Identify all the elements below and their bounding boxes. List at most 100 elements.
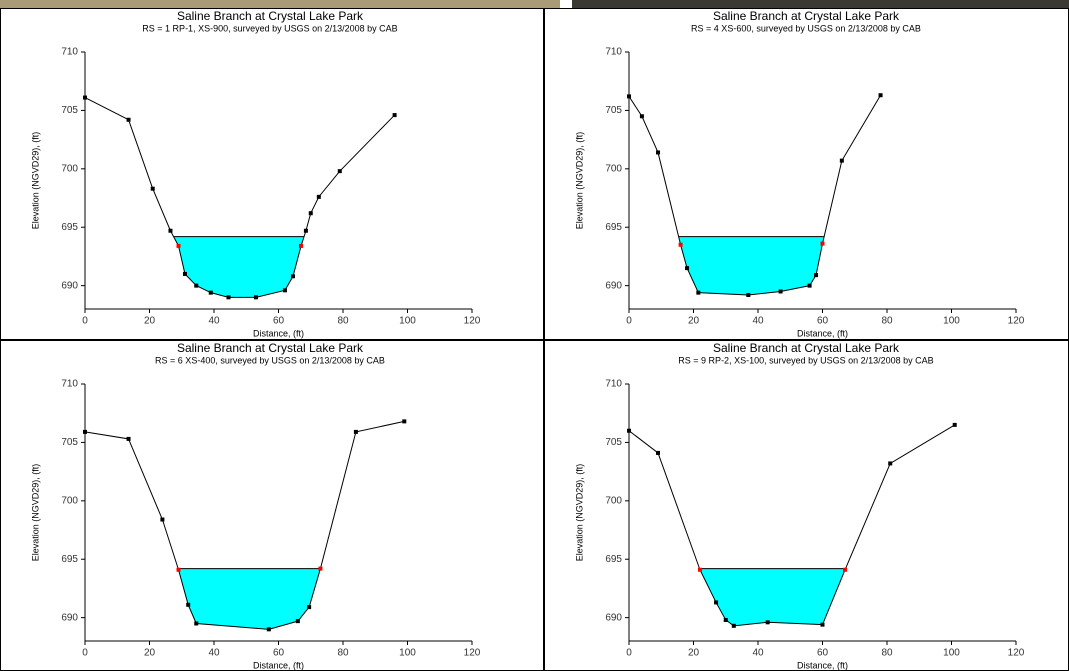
map-strip	[572, 0, 1069, 8]
ground-point	[656, 450, 661, 455]
ground-point	[888, 461, 893, 466]
y-tick-label: 700	[605, 495, 622, 506]
y-tick-label: 700	[605, 163, 622, 174]
y-axis-label: Elevation (NGVD29), (ft)	[574, 132, 584, 230]
ground-point	[168, 228, 173, 233]
ground-point	[176, 567, 181, 572]
x-tick-label: 20	[144, 316, 156, 327]
x-tick-label: 0	[82, 648, 88, 659]
y-tick-label: 690	[61, 280, 78, 291]
y-tick-label: 690	[61, 612, 78, 623]
x-tick-label: 20	[144, 648, 156, 659]
x-tick-label: 80	[881, 648, 893, 659]
x-tick-label: 20	[688, 316, 700, 327]
x-tick-label: 60	[817, 648, 829, 659]
ground-point	[316, 194, 321, 199]
chart-title: Saline Branch at Crystal Lake Park	[177, 341, 364, 355]
y-tick-label: 710	[605, 47, 622, 58]
y-tick-label: 690	[605, 280, 622, 291]
ground-point	[208, 290, 213, 295]
y-axis-label: Elevation (NGVD29), (ft)	[30, 132, 40, 230]
y-tick-label: 695	[61, 222, 78, 233]
y-tick-label: 705	[61, 437, 78, 448]
ground-point	[678, 242, 683, 247]
ground-point	[295, 619, 300, 624]
ground-point	[820, 622, 825, 627]
ground-point	[656, 150, 661, 155]
x-tick-label: 100	[943, 648, 960, 659]
x-axis-label: Distance, (ft)	[253, 328, 304, 338]
x-tick-label: 0	[626, 648, 632, 659]
ground-point	[639, 114, 644, 119]
chart-subtitle: RS = 9 RP-2, XS-100, surveyed by USGS on…	[678, 355, 933, 365]
x-tick-label: 80	[881, 316, 893, 327]
x-tick-label: 100	[399, 648, 416, 659]
ground-point	[627, 94, 631, 99]
panel-frame	[0, 8, 544, 340]
x-tick-label: 120	[1008, 648, 1025, 659]
ground-point	[746, 292, 751, 297]
ground-point	[697, 567, 702, 572]
ground-point	[714, 600, 719, 605]
ground-point	[843, 567, 848, 572]
x-tick-label: 100	[943, 316, 960, 327]
ground-point	[226, 295, 231, 300]
ground-point	[814, 273, 819, 278]
ground-point	[303, 228, 308, 233]
y-axis-label: Elevation (NGVD29), (ft)	[574, 464, 584, 562]
x-tick-label: 0	[82, 316, 88, 327]
y-tick-label: 710	[61, 379, 78, 390]
ground-point	[952, 422, 957, 427]
y-tick-label: 710	[605, 379, 622, 390]
x-tick-label: 0	[626, 316, 632, 327]
x-axis-label: Distance, (ft)	[253, 660, 304, 670]
chart-subtitle: RS = 4 XS-600, surveyed by USGS on 2/13/…	[691, 23, 921, 33]
y-tick-label: 705	[605, 105, 622, 116]
y-tick-label: 705	[605, 437, 622, 448]
ground-point	[402, 419, 407, 424]
ground-point	[176, 243, 181, 248]
y-tick-label: 700	[61, 495, 78, 506]
ground-point	[83, 95, 87, 100]
chart-subtitle: RS = 1 RP-1, XS-900, surveyed by USGS on…	[142, 23, 397, 33]
ground-point	[291, 274, 296, 279]
ground-point	[318, 566, 323, 571]
ground-point	[820, 241, 825, 246]
water-area	[178, 568, 321, 630]
ground-point	[685, 266, 690, 271]
ground-point	[266, 627, 271, 632]
x-tick-label: 80	[337, 648, 349, 659]
chart-title: Saline Branch at Crystal Lake Park	[177, 9, 364, 23]
ground-point	[186, 602, 191, 607]
ground-point	[182, 271, 187, 276]
ground-point	[878, 93, 883, 98]
x-tick-label: 60	[273, 316, 285, 327]
chart-title: Saline Branch at Crystal Lake Park	[713, 341, 900, 355]
ground-point	[150, 186, 155, 191]
x-tick-label: 60	[273, 648, 285, 659]
ground-point	[307, 605, 312, 610]
ground-point	[126, 117, 131, 122]
x-tick-label: 40	[208, 316, 220, 327]
x-tick-label: 40	[752, 648, 764, 659]
x-tick-label: 60	[817, 316, 829, 327]
ground-point	[194, 621, 199, 626]
ground-point	[696, 290, 701, 295]
ground-point	[627, 428, 631, 433]
x-tick-label: 100	[399, 316, 416, 327]
ground-line	[84, 420, 405, 630]
ground-point	[282, 288, 287, 293]
chart-subtitle: RS = 6 XS-400, surveyed by USGS on 2/13/…	[155, 355, 385, 365]
ground-point	[126, 436, 131, 441]
ground-point	[299, 243, 304, 248]
x-tick-label: 20	[688, 648, 700, 659]
ground-point	[731, 623, 736, 628]
water-area	[173, 236, 305, 298]
ground-point	[308, 211, 313, 216]
x-tick-label: 120	[464, 648, 481, 659]
x-tick-label: 80	[337, 316, 349, 327]
map-strip	[0, 0, 560, 8]
y-axis-label: Elevation (NGVD29), (ft)	[30, 464, 40, 562]
ground-point	[253, 295, 258, 300]
